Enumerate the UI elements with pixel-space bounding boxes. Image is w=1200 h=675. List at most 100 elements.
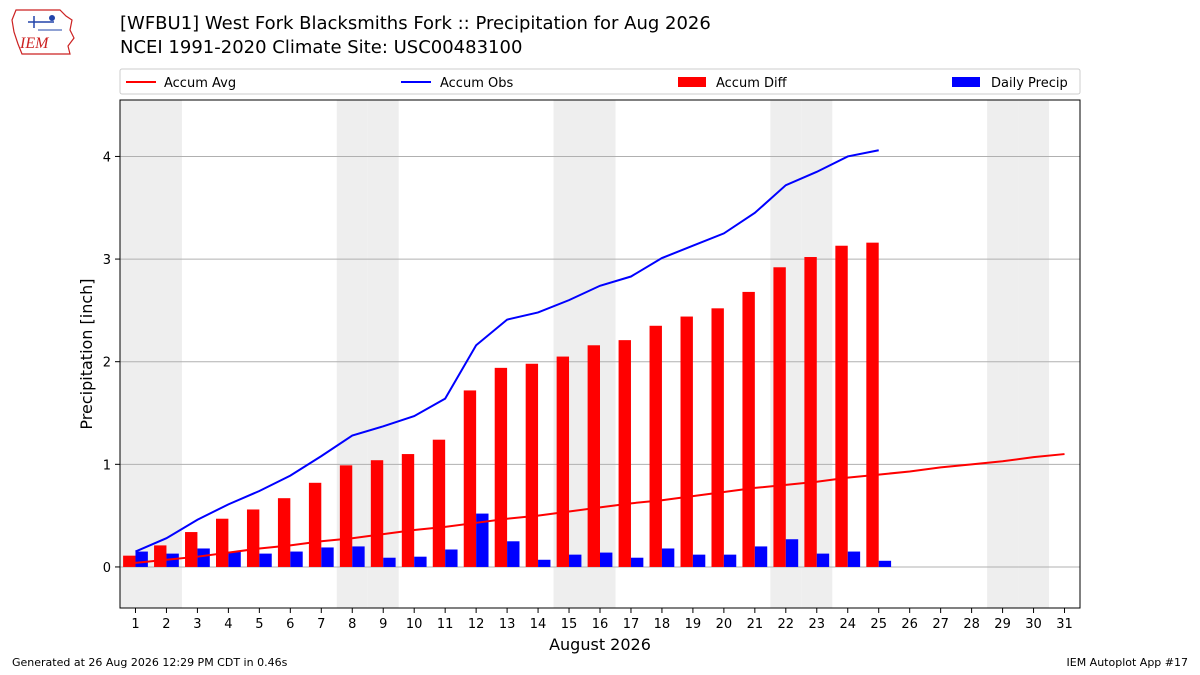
x-tick-label: 23 — [809, 617, 826, 632]
y-tick-label: 0 — [103, 561, 111, 576]
daily-precip-bar — [754, 546, 768, 567]
daily-precip-bar — [507, 541, 520, 567]
accum-diff-bar — [494, 367, 508, 567]
x-tick-label: 7 — [317, 617, 325, 632]
accum-diff-bar — [587, 345, 600, 567]
x-tick-label: 15 — [561, 617, 578, 632]
x-tick-label: 10 — [406, 617, 423, 632]
daily-precip-bar — [445, 549, 458, 567]
x-tick-label: 20 — [716, 617, 733, 632]
x-tick-label: 9 — [379, 617, 387, 632]
x-tick-label: 31 — [1056, 617, 1073, 632]
x-tick-label: 11 — [437, 617, 454, 632]
accum-diff-bar — [432, 439, 446, 567]
iem-logo: IEM — [11, 9, 75, 55]
x-tick-label: 16 — [592, 617, 609, 632]
chart-subtitle: NCEI 1991-2020 Climate Site: USC00483100 — [120, 37, 523, 58]
daily-precip-bar — [383, 557, 396, 567]
y-tick-label: 3 — [103, 253, 111, 268]
y-tick-label: 2 — [103, 356, 111, 371]
x-tick-label: 24 — [839, 617, 856, 632]
accum-diff-bar — [277, 498, 291, 567]
daily-precip-bar — [878, 560, 892, 567]
accum-diff-bar — [618, 340, 631, 567]
legend-label-accum-diff: Accum Diff — [716, 76, 788, 91]
daily-precip-bar — [414, 556, 427, 567]
daily-precip-bar — [600, 552, 613, 567]
legend-label-daily-precip: Daily Precip — [991, 76, 1068, 91]
accum-diff-bar — [866, 242, 879, 567]
legend-label-accum-obs: Accum Obs — [440, 76, 513, 91]
y-tick-label: 4 — [103, 150, 111, 165]
legend-swatch-accum-diff — [678, 77, 706, 87]
app-label: IEM Autoplot App #17 — [1066, 656, 1189, 669]
daily-precip-bar — [816, 553, 830, 567]
accum-diff-bar — [123, 555, 136, 567]
x-tick-label: 17 — [623, 617, 640, 632]
daily-precip-bar — [538, 559, 551, 567]
daily-precip-bar — [847, 551, 861, 567]
x-tick-label: 2 — [162, 617, 170, 632]
legend-label-accum-avg: Accum Avg — [164, 76, 236, 91]
accum-diff-bar — [835, 245, 848, 567]
x-tick-label: 18 — [654, 617, 671, 632]
daily-precip-bar — [785, 539, 799, 567]
accum-diff-bar — [711, 308, 724, 567]
x-tick-label: 6 — [286, 617, 294, 632]
accum-obs-line — [135, 149, 879, 553]
x-tick-label: 3 — [193, 617, 201, 632]
weekend-shade — [150, 100, 182, 608]
daily-precip-bar — [321, 547, 334, 567]
accum-diff-bar — [339, 465, 353, 567]
accum-diff-bar — [370, 460, 384, 567]
chart-title: [WFBU1] West Fork Blacksmiths Fork :: Pr… — [120, 13, 711, 34]
x-tick-label: 25 — [870, 617, 887, 632]
accum-diff-bar — [773, 267, 786, 567]
x-tick-label: 5 — [255, 617, 263, 632]
accum-diff-bar — [463, 390, 477, 567]
accum-diff-bar — [185, 532, 198, 567]
legend-swatch-daily-precip — [952, 77, 980, 87]
iem-logo-text: IEM — [19, 35, 50, 52]
accum-diff-bar — [216, 518, 229, 567]
accum-diff-bar — [680, 316, 693, 567]
weekend-shade — [120, 100, 151, 608]
daily-precip-bar — [630, 557, 644, 567]
accum-diff-bar — [246, 509, 260, 567]
accum-diff-bar — [742, 291, 755, 567]
x-tick-label: 22 — [778, 617, 795, 632]
legend-box — [119, 68, 1081, 95]
accum-diff-bar — [804, 257, 817, 567]
daily-precip-bar — [290, 551, 303, 567]
daily-precip-bar — [166, 553, 179, 567]
x-tick-label: 1 — [131, 617, 139, 632]
accum-diff-bar — [154, 545, 167, 567]
daily-precip-bar — [569, 554, 582, 567]
accum-diff-bar — [308, 482, 322, 567]
y-tick-label: 1 — [103, 458, 111, 473]
y-axis-label: Precipitation [inch] — [77, 278, 96, 429]
daily-precip-bar — [197, 548, 210, 567]
daily-precip-bar — [476, 513, 489, 567]
daily-precip-bar — [259, 553, 272, 567]
accum-avg-line — [135, 453, 1065, 564]
weekend-shade — [1018, 100, 1050, 608]
accum-diff-bar — [525, 363, 539, 567]
x-tick-label: 8 — [348, 617, 356, 632]
accum-diff-bar — [649, 325, 662, 567]
x-tick-label: 27 — [932, 617, 949, 632]
daily-precip-bar — [692, 554, 706, 567]
accum-diff-bar — [401, 454, 415, 567]
x-tick-label: 30 — [1025, 617, 1042, 632]
generated-timestamp: Generated at 26 Aug 2026 12:29 PM CDT in… — [12, 656, 288, 669]
x-tick-label: 14 — [530, 617, 547, 632]
x-tick-label: 4 — [224, 617, 232, 632]
x-tick-label: 26 — [901, 617, 918, 632]
x-tick-label: 12 — [468, 617, 485, 632]
daily-precip-bar — [352, 546, 365, 567]
daily-precip-bar — [723, 554, 737, 567]
x-tick-label: 13 — [499, 617, 516, 632]
x-tick-label: 21 — [747, 617, 764, 632]
daily-precip-bar — [661, 548, 675, 567]
